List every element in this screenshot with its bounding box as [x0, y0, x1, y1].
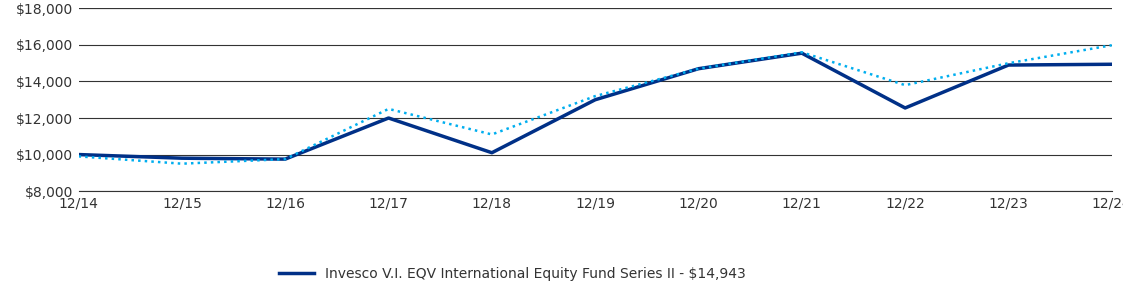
Legend: Invesco V.I. EQV International Equity Fund Series II - $14,943, MSCI ACWI ex USA: Invesco V.I. EQV International Equity Fu…	[280, 268, 746, 281]
